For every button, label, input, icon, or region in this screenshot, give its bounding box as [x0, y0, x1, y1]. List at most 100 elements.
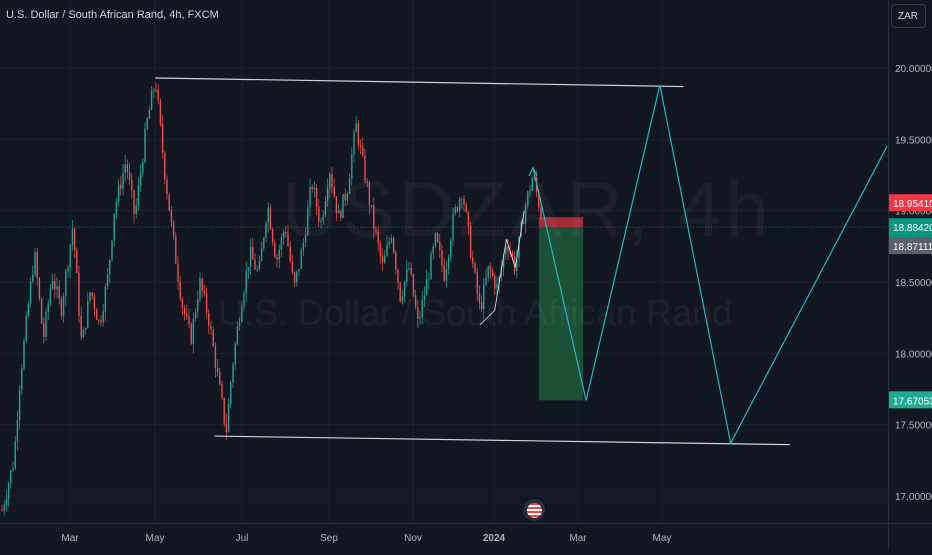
candle-body — [133, 190, 135, 214]
x-tick-label: Mar — [61, 533, 79, 544]
stop-loss-zone[interactable] — [538, 217, 584, 228]
candle-body — [49, 288, 52, 304]
candle-body — [278, 249, 280, 260]
candle-body — [329, 174, 331, 189]
candle-body — [27, 303, 30, 316]
candle-body — [478, 292, 481, 303]
candle-body — [467, 211, 470, 227]
candle-body — [38, 278, 41, 299]
candle-body — [465, 204, 467, 212]
candle-body — [417, 307, 419, 319]
candle-body — [190, 324, 192, 344]
candle-body — [181, 298, 184, 308]
candle-body — [161, 123, 164, 153]
candle-body — [307, 207, 309, 236]
candle-body — [159, 100, 162, 124]
candle-body — [483, 284, 485, 310]
candle-body — [533, 177, 536, 179]
candle-body — [54, 281, 56, 290]
candle-body — [368, 183, 371, 205]
candle-body — [287, 233, 289, 246]
pattern-line[interactable] — [514, 210, 525, 268]
candle-body — [84, 327, 87, 330]
candle-body — [252, 246, 254, 260]
candle-body — [331, 174, 333, 187]
candle-body — [104, 286, 107, 312]
candle-body — [381, 256, 384, 264]
candle-body — [197, 299, 199, 312]
candle-body — [269, 207, 272, 230]
pattern-line[interactable] — [506, 239, 516, 268]
candle-body — [434, 233, 437, 247]
candle-body — [67, 268, 69, 272]
candle-body — [507, 246, 509, 252]
candle-body — [166, 179, 168, 195]
candle-body — [441, 250, 443, 266]
candle-body — [188, 316, 190, 325]
candle-body — [406, 269, 408, 283]
candle-body — [293, 272, 296, 283]
candle-body — [408, 268, 410, 270]
pattern-line[interactable] — [479, 310, 495, 326]
candle-body — [494, 275, 496, 289]
candle-body — [214, 346, 217, 369]
watermark-symbol: USDZAR, 4h — [282, 165, 773, 253]
candle-body — [320, 220, 322, 222]
candle-body — [73, 228, 76, 251]
candle-body — [122, 173, 124, 189]
candle-body — [51, 281, 54, 289]
candle-body — [135, 205, 137, 214]
candle-body — [183, 307, 186, 315]
pattern-line[interactable] — [494, 239, 507, 311]
candle-body — [60, 299, 63, 316]
candle-body — [474, 263, 476, 272]
upper-trendline[interactable] — [155, 77, 684, 88]
flag-icon[interactable] — [523, 499, 545, 521]
candle-body — [113, 213, 115, 241]
candle-body — [445, 268, 448, 281]
price-label: 17.67053 — [893, 396, 932, 407]
candle-body — [379, 243, 382, 257]
watermark-description: U.S. Dollar / South African Rand — [218, 292, 733, 333]
candle-body — [16, 420, 19, 441]
candle-body — [452, 213, 454, 241]
candle-body — [491, 270, 494, 276]
symbol-title[interactable]: U.S. Dollar / South African Rand, 4h, FX… — [6, 9, 219, 21]
x-tick-label: May — [146, 533, 165, 544]
candle-body — [194, 311, 197, 319]
projection-path[interactable] — [532, 84, 888, 445]
candle-body — [524, 205, 527, 224]
candle-body — [461, 199, 463, 200]
candle-body — [144, 128, 146, 163]
candle-body — [236, 326, 239, 344]
candle-body — [124, 164, 126, 174]
candle-body — [529, 190, 531, 192]
candle-body — [337, 210, 340, 214]
candle-body — [168, 194, 170, 211]
y-tick-label: 20.00000 — [895, 64, 932, 75]
candle-body — [91, 292, 93, 297]
candle-body — [234, 343, 236, 365]
candle-body — [458, 199, 461, 212]
candle-body — [456, 207, 459, 212]
currency-button[interactable]: ZAR — [891, 4, 926, 28]
lower-trendline[interactable] — [214, 435, 790, 446]
candle-body — [399, 282, 401, 302]
price-label-bg — [889, 194, 932, 212]
candle-body — [469, 226, 472, 258]
candle-body — [164, 152, 166, 180]
candle-body — [126, 164, 129, 172]
candle-body — [267, 207, 269, 224]
candle-body — [238, 321, 241, 327]
candle-body — [260, 247, 263, 262]
candle-body — [243, 293, 245, 308]
take-profit-zone[interactable] — [538, 227, 584, 401]
candle-body — [117, 184, 120, 202]
candle-body — [285, 231, 287, 234]
candle-body — [274, 242, 276, 258]
candle-body — [192, 318, 195, 344]
candle-body — [21, 368, 23, 390]
candle-body — [502, 254, 505, 268]
